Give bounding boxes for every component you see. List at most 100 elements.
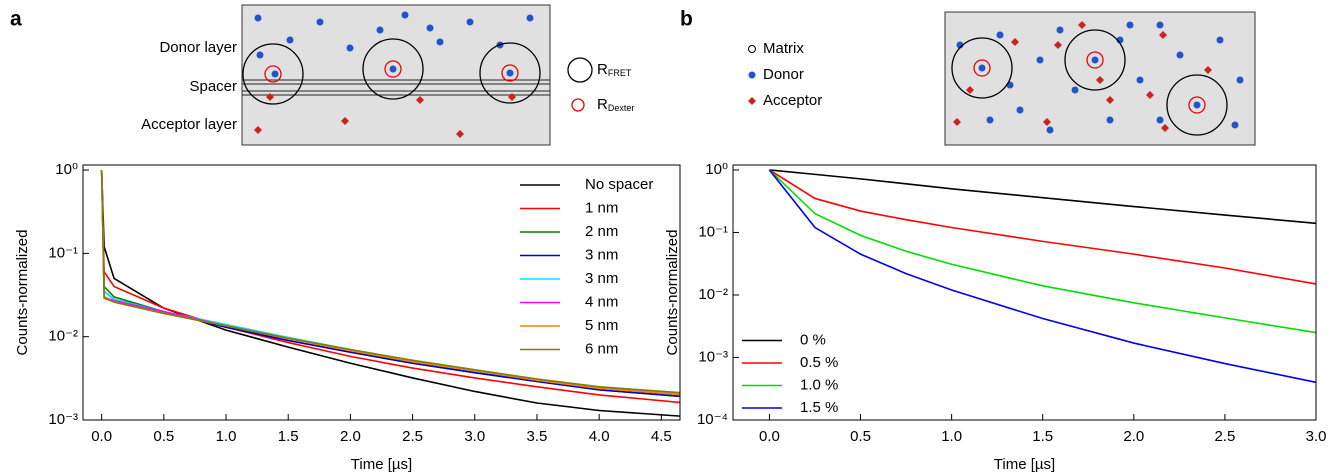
layer-label: Acceptor layer [141,116,237,133]
layer-label: Donor layer [159,39,237,56]
x-tick-label: 2.5 [402,428,423,445]
donor-dot [376,26,384,34]
acceptor-dot [1159,31,1167,39]
donor-dot [986,116,994,124]
legend-label: Acceptor [763,92,822,109]
donor-dot [1056,26,1064,34]
legend-label: 3 nm [585,246,618,263]
y-tick-label: 10⁻⁴ [697,411,728,428]
legend-label: Matrix [763,40,804,57]
legend-label: 5 nm [585,317,618,334]
acceptor-dot [254,126,262,134]
panel-label: b [680,8,693,31]
legend-label: 3 nm [585,270,618,287]
x-axis-label: Time [µs] [351,456,412,473]
y-tick-label: 10⁻³ [48,411,78,428]
donor-dot [1236,76,1244,84]
donor-dot [436,38,444,46]
series-line [100,170,680,394]
donor-dot [286,36,294,44]
x-tick-label: 1.0 [941,428,962,445]
donor-dot [1091,56,1099,64]
donor-dot [316,18,324,26]
legend-label: No spacer [585,176,653,193]
donor-dot [1176,51,1184,59]
legend-label: 1.5 % [800,399,838,416]
donor-dot [466,18,474,26]
donor-dot [1193,101,1201,109]
acceptor-dot [1161,124,1169,132]
legend-label: 0.5 % [800,354,838,371]
x-tick-label: 1.5 [278,428,299,445]
x-tick-label: 3.0 [1306,428,1327,445]
plot-frame [82,164,681,421]
legend-label: RFRET [597,61,632,78]
donor-dot [1016,106,1024,114]
acceptor-dot [1096,76,1104,84]
series-line [769,169,1316,225]
donor-dot [526,14,534,22]
donor-dot [256,51,264,59]
schematic-b: Matrix Donor Acceptor [748,11,1256,146]
acceptor-dot [1078,21,1086,29]
legend-label: 4 nm [585,293,618,310]
donor-dot [401,11,409,19]
legend-label: 6 nm [585,340,618,357]
x-tick-label: 3.0 [464,428,485,445]
x-tick-label: 1.5 [1032,428,1053,445]
donor-dot [389,65,397,73]
y-tick-label: 10⁻¹ [698,223,728,240]
y-tick-label: 10⁰ [705,161,728,178]
y-tick-label: 10⁰ [55,161,78,178]
y-tick-label: 10⁻³ [698,348,728,365]
x-tick-label: 0.0 [759,428,780,445]
donor-dot [1036,56,1044,64]
acceptor-dot [1146,91,1154,99]
series-line [768,169,1316,334]
donor-dot [271,70,279,78]
x-axis-label: Time [µs] [994,456,1055,473]
donor-dot [1216,36,1224,44]
y-axis-label: Counts-normalized [664,230,681,356]
acceptor-dot [953,118,961,126]
layer-box [241,4,551,146]
x-tick-label: 2.0 [340,428,361,445]
x-tick-label: 4.5 [651,428,672,445]
donor-dot [1071,86,1079,94]
legend-label: RDexter [597,96,634,113]
x-tick-label: 0.5 [850,428,871,445]
plot-frame [732,164,1317,421]
donor-dot [1156,116,1164,124]
donor-dot [1156,21,1164,29]
acceptor-dot [266,93,274,101]
acceptor-dot [508,93,516,101]
x-tick-label: 1.0 [216,428,237,445]
donor-dot [978,64,986,72]
acceptor-dot [456,130,464,138]
y-tick-label: 10⁻¹ [48,244,78,261]
x-tick-label: 0.5 [153,428,174,445]
series-line [100,170,680,404]
x-tick-label: 3.5 [527,428,548,445]
panel-label: a [10,8,22,31]
donor-dot [1126,21,1134,29]
x-tick-label: 2.5 [1214,428,1235,445]
acceptor-dot [1106,96,1114,104]
series-line [769,169,1316,285]
y-axis-label: Counts-normalized [14,230,31,356]
legend-label: 1.0 % [800,376,838,393]
x-tick-label: 2.0 [1123,428,1144,445]
legend-label: 2 nm [585,223,618,240]
acceptor-dot [1054,41,1062,49]
donor-dot [426,24,434,32]
donor-dot [254,14,262,22]
legend-label: Donor [763,66,804,83]
acceptor-dot [1011,38,1019,46]
donor-dot [1231,121,1239,129]
legend-label: 0 % [800,331,826,348]
x-tick-label: 0.0 [91,428,112,445]
series-line [768,169,1316,384]
acceptor-dot [1204,66,1212,74]
acceptor-dot [341,117,349,125]
